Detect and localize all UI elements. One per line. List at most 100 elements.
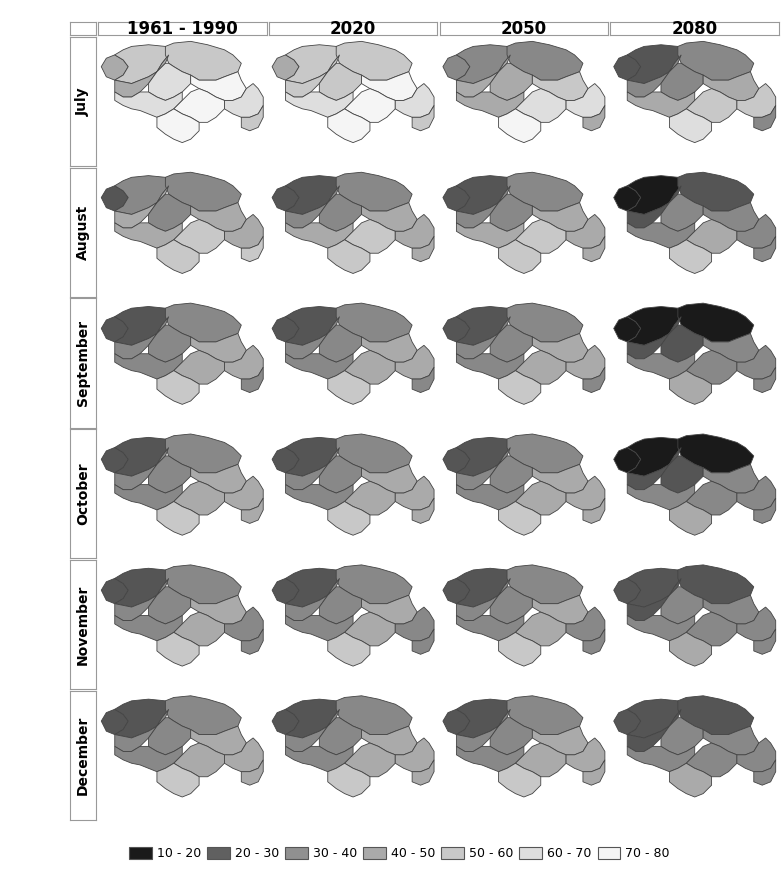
Text: 2050: 2050 bbox=[501, 19, 547, 38]
Polygon shape bbox=[686, 220, 737, 253]
Polygon shape bbox=[515, 612, 566, 646]
Polygon shape bbox=[490, 64, 532, 101]
Polygon shape bbox=[443, 579, 470, 603]
Polygon shape bbox=[443, 317, 470, 342]
Polygon shape bbox=[456, 92, 524, 117]
Polygon shape bbox=[627, 55, 681, 97]
Polygon shape bbox=[286, 709, 340, 751]
Polygon shape bbox=[627, 437, 681, 476]
Polygon shape bbox=[328, 632, 370, 666]
Polygon shape bbox=[669, 108, 712, 143]
Polygon shape bbox=[507, 41, 583, 80]
Polygon shape bbox=[362, 726, 417, 755]
Text: August: August bbox=[76, 205, 90, 260]
Polygon shape bbox=[272, 709, 299, 735]
Polygon shape bbox=[499, 240, 541, 273]
Polygon shape bbox=[566, 84, 605, 117]
Polygon shape bbox=[627, 306, 681, 345]
Polygon shape bbox=[157, 502, 199, 535]
Polygon shape bbox=[507, 172, 583, 211]
Polygon shape bbox=[678, 172, 754, 211]
Polygon shape bbox=[336, 41, 412, 80]
Polygon shape bbox=[737, 214, 776, 248]
Polygon shape bbox=[627, 484, 695, 510]
Polygon shape bbox=[101, 709, 128, 735]
Polygon shape bbox=[165, 303, 241, 342]
Text: September: September bbox=[76, 320, 90, 406]
Polygon shape bbox=[362, 595, 417, 624]
Polygon shape bbox=[157, 370, 199, 404]
Polygon shape bbox=[115, 354, 182, 379]
Polygon shape bbox=[412, 498, 434, 523]
Polygon shape bbox=[149, 325, 191, 363]
Text: December: December bbox=[76, 716, 90, 796]
Polygon shape bbox=[328, 240, 370, 273]
Polygon shape bbox=[174, 482, 225, 515]
Legend: 10 - 20, 20 - 30, 30 - 40, 40 - 50, 50 - 60, 60 - 70, 70 - 80: 10 - 20, 20 - 30, 30 - 40, 40 - 50, 50 -… bbox=[129, 848, 669, 860]
Polygon shape bbox=[515, 743, 566, 777]
Polygon shape bbox=[443, 709, 470, 735]
Polygon shape bbox=[101, 317, 128, 342]
Polygon shape bbox=[395, 607, 434, 641]
Polygon shape bbox=[101, 186, 128, 211]
Polygon shape bbox=[703, 595, 759, 624]
Polygon shape bbox=[583, 367, 605, 392]
Polygon shape bbox=[272, 317, 299, 342]
Polygon shape bbox=[614, 186, 640, 211]
Polygon shape bbox=[686, 612, 737, 646]
Polygon shape bbox=[157, 240, 199, 273]
Polygon shape bbox=[532, 203, 588, 231]
Polygon shape bbox=[336, 434, 412, 473]
Polygon shape bbox=[737, 607, 776, 641]
Polygon shape bbox=[115, 699, 169, 738]
Polygon shape bbox=[174, 88, 225, 123]
Polygon shape bbox=[241, 498, 263, 523]
Polygon shape bbox=[319, 194, 362, 231]
Polygon shape bbox=[456, 55, 511, 97]
Polygon shape bbox=[225, 84, 263, 117]
Polygon shape bbox=[456, 568, 511, 607]
Polygon shape bbox=[614, 317, 640, 342]
Polygon shape bbox=[319, 718, 362, 755]
Polygon shape bbox=[286, 306, 340, 345]
Polygon shape bbox=[115, 437, 169, 476]
Polygon shape bbox=[345, 220, 395, 253]
Polygon shape bbox=[678, 303, 754, 342]
Polygon shape bbox=[669, 370, 712, 404]
Polygon shape bbox=[319, 64, 362, 101]
Polygon shape bbox=[532, 333, 588, 363]
Polygon shape bbox=[566, 476, 605, 510]
Polygon shape bbox=[328, 763, 370, 797]
Polygon shape bbox=[174, 220, 225, 253]
Polygon shape bbox=[115, 176, 169, 214]
Text: 1961 - 1990: 1961 - 1990 bbox=[127, 19, 237, 38]
Polygon shape bbox=[241, 367, 263, 392]
Polygon shape bbox=[115, 709, 169, 751]
Polygon shape bbox=[362, 203, 417, 231]
Polygon shape bbox=[627, 447, 681, 490]
Polygon shape bbox=[286, 568, 340, 607]
Polygon shape bbox=[286, 223, 353, 248]
Polygon shape bbox=[627, 746, 695, 772]
Polygon shape bbox=[101, 55, 128, 80]
Polygon shape bbox=[328, 370, 370, 404]
Polygon shape bbox=[456, 579, 511, 621]
Polygon shape bbox=[490, 587, 532, 624]
Polygon shape bbox=[412, 367, 434, 392]
Polygon shape bbox=[165, 41, 241, 80]
Polygon shape bbox=[686, 350, 737, 384]
Polygon shape bbox=[286, 55, 340, 97]
Polygon shape bbox=[286, 447, 340, 490]
Polygon shape bbox=[115, 223, 182, 248]
Polygon shape bbox=[165, 172, 241, 211]
Polygon shape bbox=[661, 456, 703, 493]
Polygon shape bbox=[286, 616, 353, 641]
Polygon shape bbox=[627, 354, 695, 379]
Polygon shape bbox=[703, 203, 759, 231]
Polygon shape bbox=[101, 447, 128, 473]
Polygon shape bbox=[286, 699, 340, 738]
Polygon shape bbox=[737, 738, 776, 772]
Polygon shape bbox=[225, 476, 263, 510]
Polygon shape bbox=[336, 564, 412, 603]
Text: 2080: 2080 bbox=[672, 19, 718, 38]
